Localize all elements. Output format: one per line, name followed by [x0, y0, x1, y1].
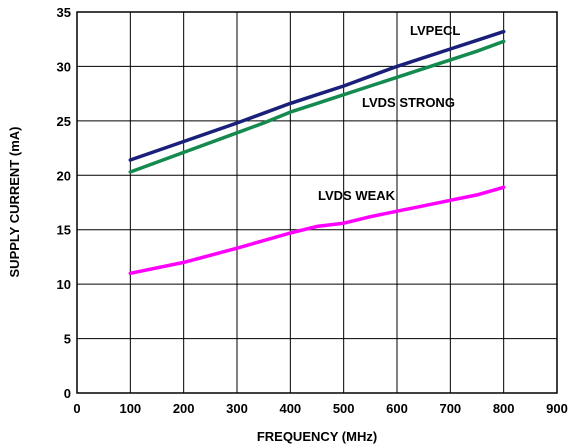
y-tick-label-25: 25 — [57, 114, 71, 129]
y-tick-label-30: 30 — [57, 59, 71, 74]
series-label-lvds-weak: LVDS WEAK — [318, 188, 396, 203]
series-label-lvds-strong: LVDS STRONG — [362, 95, 455, 110]
series-line-lvpecl — [128, 29, 506, 162]
y-tick-label-0: 0 — [64, 386, 71, 401]
x-tick-label-700: 700 — [439, 401, 461, 416]
series-lines — [128, 29, 506, 276]
x-tick-label-500: 500 — [333, 401, 355, 416]
series-line-lvds-strong — [128, 39, 506, 174]
x-tick-label-600: 600 — [386, 401, 408, 416]
x-tick-label-800: 800 — [493, 401, 515, 416]
series-line-lvds-weak — [128, 185, 506, 276]
x-tick-labels: 0 100 200 300 400 500 600 700 800 900 — [73, 401, 567, 416]
x-tick-label-900: 900 — [546, 401, 568, 416]
y-tick-labels: 0 5 10 15 20 25 30 35 — [57, 5, 71, 401]
x-tick-label-200: 200 — [173, 401, 195, 416]
y-axis-title: SUPPLY CURRENT (mA) — [7, 127, 22, 278]
series-label-lvpecl: LVPECL — [410, 23, 460, 38]
x-tick-label-100: 100 — [119, 401, 141, 416]
y-tick-label-15: 15 — [57, 223, 71, 238]
y-tick-label-5: 5 — [64, 332, 71, 347]
x-tick-label-400: 400 — [279, 401, 301, 416]
x-axis-title: FREQUENCY (MHz) — [257, 429, 377, 444]
plot-frame — [76, 11, 558, 394]
y-tick-label-20: 20 — [57, 168, 71, 183]
y-tick-label-35: 35 — [57, 5, 71, 20]
x-tick-label-0: 0 — [73, 401, 80, 416]
x-tick-label-300: 300 — [226, 401, 248, 416]
y-tick-label-10: 10 — [57, 277, 71, 292]
